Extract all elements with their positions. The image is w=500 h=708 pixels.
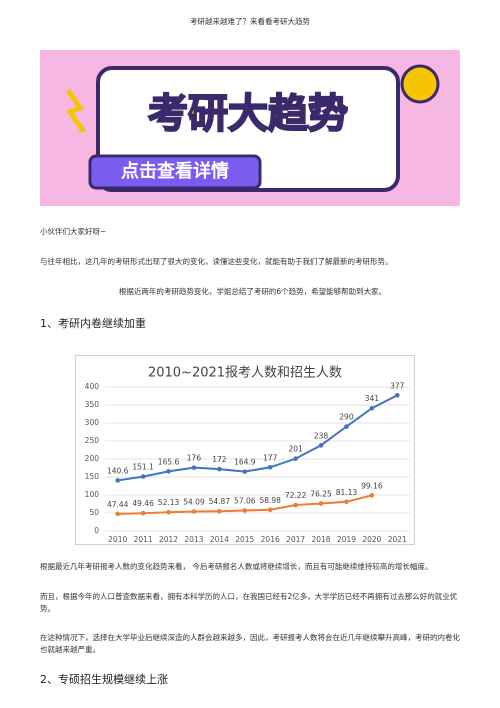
point [369,405,375,411]
banner-button-text[interactable]: 点击查看详情 [121,160,229,182]
point [191,509,197,514]
x-tick-label: 2019 [337,535,356,544]
paragraph: 与往年相比，这几年的考研形式出现了很大的变化，读懂这些变化，就能有助于我们了解最… [40,257,393,266]
point [242,508,248,513]
data-label: 81.13 [336,488,358,497]
data-label: 290 [339,413,354,422]
x-tick-label: 2012 [159,535,178,544]
paragraph: 在这种情况下，选择在大学毕业后继续深造的人群会越来越多，因此，考研报考人数将会在… [40,633,460,654]
paragraph: 而且，根据今年的人口普查数据来看，拥有本科学历的人口，在我国已经有2亿多，大学学… [40,592,458,613]
y-tick-label: 300 [85,418,100,427]
chart: 2010~2021报考人数和招生人数 0 50 100 150 200 250 300 350… [75,355,415,545]
data-label: 164.9 [234,458,256,467]
data-label: 151.1 [132,463,154,472]
lightning-icon [65,88,87,134]
data-label: 49.46 [132,499,154,508]
point [369,493,375,498]
heading: 2、专硕招生规模继续上涨 [40,673,168,686]
y-tick-label: 250 [85,436,100,445]
paragraph: 根据最近几年考研报考人数的变化趋势来看， 今后考研报名人数或将继续增长，而且有可… [40,562,433,571]
data-label: 140.6 [107,466,129,475]
point [293,502,298,508]
chart-frame [75,355,415,545]
series-line [117,394,398,482]
banner-title: 考研大趋势 [148,91,348,137]
point [191,465,197,470]
data-label: 76.25 [310,490,332,499]
paragraph: 根据近两年的考研趋势变化，学姐总结了考研的6个趋势，希望能够帮助到大家。 [118,287,387,296]
data-label: 47.44 [107,500,129,509]
data-label: 238 [314,431,329,440]
point [140,510,146,516]
point [293,456,298,461]
point [267,464,273,470]
data-label: 54.87 [209,497,231,506]
x-tick-label: 2014 [210,535,229,544]
y-tick-label: 350 [85,400,100,409]
data-label: 341 [365,394,380,403]
data-label: 177 [263,453,278,462]
point [267,507,273,513]
data-label: 57.06 [234,496,256,505]
point [115,511,121,517]
data-label: 72.22 [285,491,307,500]
x-tick-label: 2017 [286,535,305,544]
data-label: 52.13 [158,498,180,507]
data-label: 58.98 [259,496,281,505]
point [318,443,324,448]
x-tick-label: 2020 [362,535,381,544]
x-tick-label: 2021 [388,535,407,544]
planet-icon [400,64,440,104]
banner: 考研大趋势 点击查看详情 [40,50,460,206]
data-label: 201 [288,445,303,454]
y-tick-label: 0 [94,526,99,535]
x-tick-label: 2018 [311,535,330,544]
data-label: 377 [390,381,405,390]
point [242,469,248,474]
point [318,501,324,506]
y-tick-label: 50 [89,508,99,517]
paragraph: 小伙伴们大家好呀~ [40,227,107,236]
x-tick-label: 2010 [108,535,127,544]
point [140,474,146,479]
point [217,466,222,472]
y-tick-label: 200 [85,454,100,463]
heading: 1、考研内卷继续加重 [40,317,146,330]
point [115,478,121,483]
x-tick-label: 2011 [134,535,153,544]
banner-button[interactable] [88,154,262,190]
data-label: 99.16 [361,481,383,490]
data-label: 54.09 [183,498,205,507]
x-tick-label: 2016 [261,535,280,544]
y-tick-label: 100 [85,490,100,499]
x-tick-label: 2015 [235,535,254,544]
y-tick-label: 150 [85,472,100,481]
y-tick-label: 400 [85,382,100,391]
data-label: 176 [187,454,202,463]
point [394,392,400,398]
point [344,499,349,505]
point [166,469,171,474]
chart-title: 2010~2021报考人数和招生人数 [148,366,342,381]
point [344,424,349,429]
data-label: 172 [212,455,227,464]
point [166,509,171,515]
x-tick-label: 2013 [184,535,203,544]
data-label: 165.6 [158,457,180,466]
point [217,508,222,514]
doc-title: 考研越来越难了？来看看考研大趋势 [190,17,310,26]
